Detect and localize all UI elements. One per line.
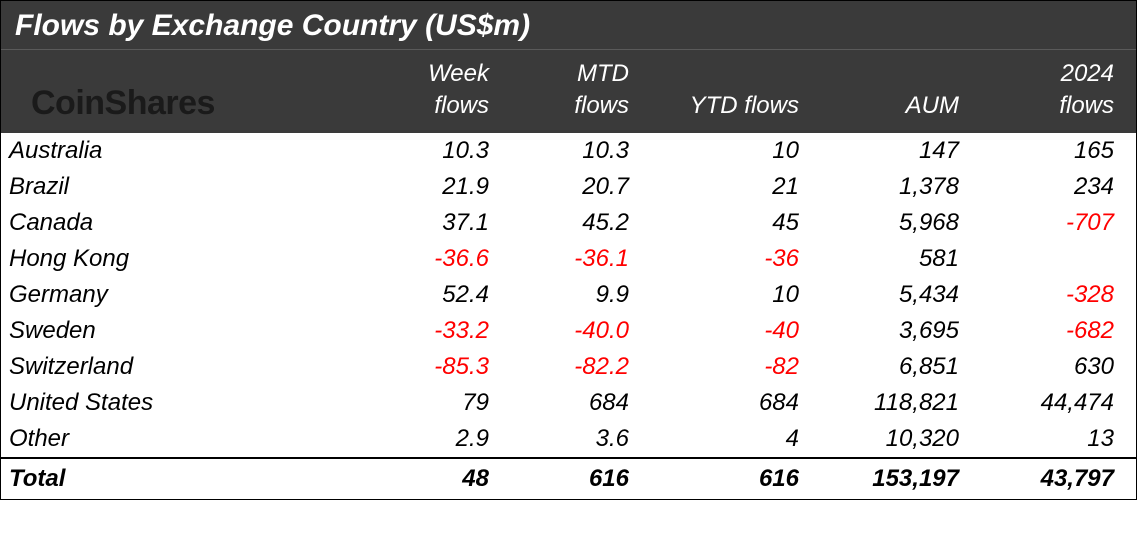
- column-headers-row: CoinShares Week flows MTD flows YTD flow…: [1, 50, 1136, 133]
- row-label: Switzerland: [1, 353, 356, 381]
- table-row: Sweden -33.2 -40.0 -40 3,695 -682: [1, 313, 1136, 349]
- cell-mtd: 684: [501, 389, 641, 417]
- total-mtd: 616: [501, 465, 641, 493]
- row-label: Germany: [1, 281, 356, 309]
- cell-week: -33.2: [356, 317, 501, 345]
- cell-2024: -328: [971, 281, 1126, 309]
- cell-mtd: 3.6: [501, 425, 641, 453]
- table-row: United States 79 684 684 118,821 44,474: [1, 385, 1136, 421]
- table-total-row: Total 48 616 616 153,197 43,797: [1, 457, 1136, 499]
- cell-2024: 630: [971, 353, 1126, 381]
- cell-week: -85.3: [356, 353, 501, 381]
- cell-aum: 581: [811, 245, 971, 273]
- cell-ytd: 21: [641, 173, 811, 201]
- cell-mtd: 9.9: [501, 281, 641, 309]
- cell-2024: 13: [971, 425, 1126, 453]
- cell-2024: -707: [971, 209, 1126, 237]
- table-row: Switzerland -85.3 -82.2 -82 6,851 630: [1, 349, 1136, 385]
- col-header-mtd: MTD flows: [501, 58, 641, 123]
- cell-mtd: 20.7: [501, 173, 641, 201]
- cell-2024: [971, 245, 1126, 273]
- col-header-2024-l1: 2024: [1061, 60, 1114, 87]
- total-label: Total: [1, 465, 356, 493]
- cell-week: 79: [356, 389, 501, 417]
- cell-2024: 234: [971, 173, 1126, 201]
- col-header-ytd: YTD flows: [641, 90, 811, 122]
- cell-ytd: 10: [641, 281, 811, 309]
- row-label: Australia: [1, 137, 356, 165]
- cell-ytd: 684: [641, 389, 811, 417]
- row-label: United States: [1, 389, 356, 417]
- total-ytd: 616: [641, 465, 811, 493]
- col-header-week-l2: flows: [434, 92, 489, 119]
- cell-aum: 147: [811, 137, 971, 165]
- cell-aum: 118,821: [811, 389, 971, 417]
- row-label: Hong Kong: [1, 245, 356, 273]
- cell-ytd: 4: [641, 425, 811, 453]
- table-row: Australia 10.3 10.3 10 147 165: [1, 133, 1136, 169]
- col-header-week-l1: Week: [428, 60, 489, 87]
- cell-week: 52.4: [356, 281, 501, 309]
- cell-week: -36.6: [356, 245, 501, 273]
- table-header: Flows by Exchange Country (US$m) CoinSha…: [1, 1, 1136, 133]
- cell-aum: 3,695: [811, 317, 971, 345]
- cell-2024: -682: [971, 317, 1126, 345]
- cell-2024: 44,474: [971, 389, 1126, 417]
- table-row: Hong Kong -36.6 -36.1 -36 581: [1, 241, 1136, 277]
- total-aum: 153,197: [811, 465, 971, 493]
- cell-ytd: -82: [641, 353, 811, 381]
- total-2024: 43,797: [971, 465, 1126, 493]
- table-body: Australia 10.3 10.3 10 147 165 Brazil 21…: [1, 133, 1136, 499]
- col-header-aum: AUM: [811, 90, 971, 122]
- col-header-week: Week flows: [356, 58, 501, 123]
- col-header-2024: 2024 flows: [971, 58, 1126, 123]
- row-label: Other: [1, 425, 356, 453]
- cell-ytd: 10: [641, 137, 811, 165]
- cell-mtd: -36.1: [501, 245, 641, 273]
- cell-2024: 165: [971, 137, 1126, 165]
- cell-ytd: 45: [641, 209, 811, 237]
- cell-aum: 5,968: [811, 209, 971, 237]
- total-week: 48: [356, 465, 501, 493]
- cell-ytd: -36: [641, 245, 811, 273]
- cell-week: 37.1: [356, 209, 501, 237]
- table-row: Other 2.9 3.6 4 10,320 13: [1, 421, 1136, 457]
- col-header-mtd-l2: flows: [574, 92, 629, 119]
- cell-aum: 5,434: [811, 281, 971, 309]
- cell-aum: 1,378: [811, 173, 971, 201]
- table-title: Flows by Exchange Country (US$m): [1, 1, 1136, 50]
- cell-week: 10.3: [356, 137, 501, 165]
- row-label: Brazil: [1, 173, 356, 201]
- coinshares-logo: CoinShares: [31, 84, 215, 123]
- table-row: Brazil 21.9 20.7 21 1,378 234: [1, 169, 1136, 205]
- table-row: Canada 37.1 45.2 45 5,968 -707: [1, 205, 1136, 241]
- logo-cell: CoinShares: [1, 84, 356, 123]
- cell-mtd: 10.3: [501, 137, 641, 165]
- col-header-mtd-l1: MTD: [577, 60, 629, 87]
- cell-week: 21.9: [356, 173, 501, 201]
- row-label: Sweden: [1, 317, 356, 345]
- cell-mtd: -82.2: [501, 353, 641, 381]
- flows-table: Flows by Exchange Country (US$m) CoinSha…: [0, 0, 1137, 500]
- table-row: Germany 52.4 9.9 10 5,434 -328: [1, 277, 1136, 313]
- cell-week: 2.9: [356, 425, 501, 453]
- cell-aum: 6,851: [811, 353, 971, 381]
- cell-mtd: -40.0: [501, 317, 641, 345]
- col-header-2024-l2: flows: [1059, 92, 1114, 119]
- cell-ytd: -40: [641, 317, 811, 345]
- cell-mtd: 45.2: [501, 209, 641, 237]
- cell-aum: 10,320: [811, 425, 971, 453]
- row-label: Canada: [1, 209, 356, 237]
